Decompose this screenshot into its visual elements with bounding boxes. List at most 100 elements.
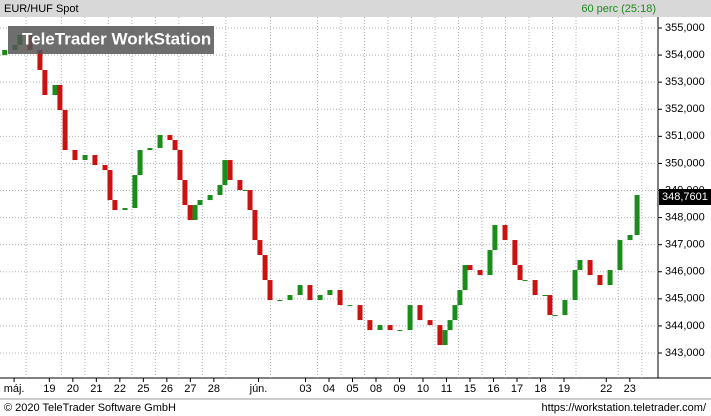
candle [487,250,493,276]
candle [542,295,548,297]
candle [252,210,258,241]
candle [462,265,468,291]
x-tick-label: 16 [487,383,499,395]
candle [467,265,473,271]
candle [387,325,393,331]
candle [347,305,353,307]
x-tick-label: 22 [114,383,126,395]
y-tick-label: 351,000 [665,130,705,142]
candle [72,150,78,161]
candle [417,305,423,321]
candle [157,135,163,149]
candle [317,295,323,301]
candle [522,280,528,282]
candle [167,135,173,141]
interval: 60 perc (25:18) [581,3,656,15]
candle [52,85,58,96]
candle [307,285,313,301]
candle [57,85,63,111]
x-tick-label: 11 [441,383,452,395]
candle [107,170,113,201]
candle [227,160,233,181]
candle [222,160,228,186]
candle [587,260,593,276]
x-tick-label: 27 [184,383,196,395]
candle [42,70,48,96]
y-tick-label: 353,000 [665,76,705,88]
y-tick-label: 346,000 [665,266,705,278]
candle [262,255,268,281]
candle [452,305,458,321]
candle [597,275,603,286]
candle [397,330,403,332]
last-price: 348,7601 [662,191,708,203]
candle [577,260,583,271]
candle [447,320,453,331]
plot [0,17,658,378]
candle [634,195,640,236]
candle [82,155,88,161]
candle [457,290,463,306]
candle [552,315,558,317]
candle [177,150,183,181]
y-tick-label: 354,000 [665,49,705,61]
candle [197,200,203,206]
x-tick-label: 20 [67,383,79,395]
candle [122,208,128,211]
candle [502,225,508,241]
candle [257,240,263,256]
candle [267,280,273,301]
candle [572,270,578,301]
x-tick-label: 04 [323,383,335,395]
candle [242,190,248,192]
candle [37,49,43,71]
x-tick-label: 03 [299,383,311,395]
y-tick-label: 348,000 [665,211,705,223]
x-tick-label: 21 [90,383,102,395]
x-tick-label: 10 [417,383,429,395]
x-tick-label: 28 [208,383,220,395]
candle [517,265,523,281]
candle [287,295,293,301]
x-tick-label: 05 [346,383,358,395]
watermark-box [8,26,214,54]
y-tick-label: 345,000 [665,293,705,305]
x-tick-label: 18 [534,383,546,395]
candle [437,325,443,346]
candle [297,285,303,296]
watermark: TeleTrader WorkStation [22,29,211,48]
x-tick-label: 19 [43,383,55,395]
y-tick-label: 344,000 [665,320,705,332]
candle [512,240,518,266]
candle [2,49,8,56]
x-tick-label: 08 [370,383,382,395]
candle [182,180,188,206]
candle [92,155,98,166]
candle [217,185,223,196]
copyright: © 2020 TeleTrader Software GmbH [4,402,176,414]
candle [112,200,118,211]
candle [327,290,333,296]
y-tick-label: 350,000 [665,157,705,169]
x-tick-label: 09 [393,383,405,395]
candle [207,195,213,201]
candle [192,205,198,221]
candle [367,320,373,331]
candle [617,240,623,271]
x-tick-label: 15 [464,383,476,395]
x-tick-label: jún. [249,383,268,395]
x-tick-label: máj. [4,383,25,395]
candle [277,300,283,302]
candle [477,270,483,276]
candle [237,180,243,191]
x-tick-label: 22 [600,383,612,395]
candle [427,320,433,326]
x-tick-label: 25 [137,383,149,395]
candle [547,295,553,316]
candle [147,148,153,151]
footer-url: https://workstation.teletrader.com/ [542,402,707,414]
x-tick-label: 19 [558,383,570,395]
candle [562,300,568,316]
candle [337,290,343,306]
